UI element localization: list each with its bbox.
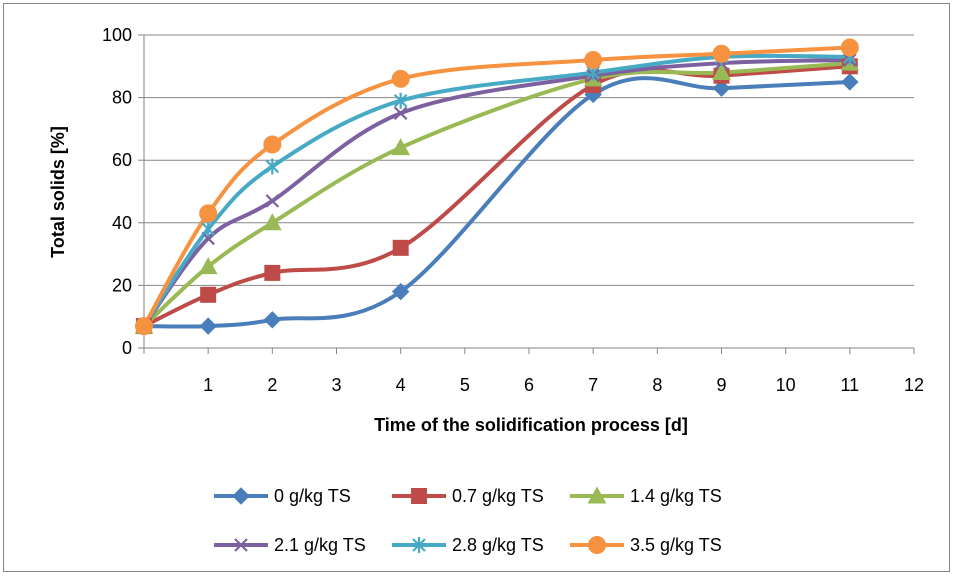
legend-item-2: 1.4 g/kg TS <box>570 486 722 506</box>
legend: 0 g/kg TS 0.7 g/kg TS 1.4 g/kg TS 2.1 g/kg … <box>214 486 722 555</box>
y-tick-label: 0 <box>122 338 132 358</box>
data-point-s5-3 <box>391 69 410 88</box>
data-point-s4-3 <box>393 92 408 109</box>
data-point-s5-5 <box>712 44 731 63</box>
legend-swatch-marker <box>412 537 426 553</box>
data-point-s2-5 <box>712 63 731 81</box>
series-markers <box>134 38 860 336</box>
x-tick-label: 5 <box>460 375 470 395</box>
y-axis-title: Total solids [%] <box>48 126 68 258</box>
data-point-s5-0 <box>135 317 153 336</box>
x-tick-label: 8 <box>652 375 662 395</box>
data-point-s5-6 <box>840 38 859 57</box>
x-tick-label: 6 <box>524 375 534 395</box>
data-point-s5-1 <box>199 204 218 223</box>
data-point-s3-3 <box>393 106 408 121</box>
x-tick-label: 3 <box>331 375 341 395</box>
data-point-s4-1 <box>201 221 215 238</box>
data-point-s2-3 <box>391 138 411 156</box>
legend-swatch-marker <box>411 488 427 504</box>
x-tick-label: 4 <box>396 375 406 395</box>
y-tick-label: 60 <box>112 150 132 170</box>
legend-item-1: 0.7 g/kg TS <box>392 486 544 506</box>
data-point-s3-2 <box>265 194 280 208</box>
series-lines <box>142 45 852 329</box>
data-point-s1-1 <box>200 286 217 303</box>
y-tick-label: 40 <box>112 213 132 233</box>
x-tick-label: 9 <box>716 375 726 395</box>
data-point-s0-3 <box>391 282 410 301</box>
series-line-0 <box>142 76 852 329</box>
y-tick-label: 20 <box>112 275 132 295</box>
y-tick-label: 80 <box>112 88 132 108</box>
legend-item-4: 2.8 g/kg TS <box>392 535 544 555</box>
legend-label: 0.7 g/kg TS <box>452 486 544 506</box>
x-tick-label: 12 <box>904 375 924 395</box>
data-point-s5-4 <box>584 51 603 70</box>
x-tick-label: 1 <box>203 375 213 395</box>
legend-swatch-marker <box>587 486 607 504</box>
legend-swatch-marker <box>232 487 250 505</box>
gridlines <box>144 34 914 286</box>
data-point-s0-2 <box>263 311 282 329</box>
legend-swatch-marker <box>234 538 248 552</box>
legend-label: 2.1 g/kg TS <box>274 535 366 555</box>
x-tick-label: 10 <box>776 375 796 395</box>
data-point-s0-6 <box>841 73 859 91</box>
legend-item-5: 3.5 g/kg TS <box>570 535 722 555</box>
legend-item-0: 0 g/kg TS <box>214 486 351 506</box>
x-tick-label: 11 <box>840 375 859 395</box>
legend-item-3: 2.1 g/kg TS <box>214 535 366 555</box>
legend-label: 2.8 g/kg TS <box>452 535 544 555</box>
data-point-s1-2 <box>264 264 281 281</box>
data-point-s5-2 <box>263 135 282 154</box>
x-tick-label: 2 <box>267 375 277 395</box>
data-point-s4-2 <box>265 158 280 175</box>
x-axis-title: Time of the solidification process [d] <box>374 415 688 435</box>
legend-label: 3.5 g/kg TS <box>630 535 722 555</box>
data-point-s2-2 <box>262 213 282 231</box>
series-line-1 <box>142 64 852 329</box>
legend-label: 0 g/kg TS <box>274 486 351 506</box>
x-tick-label: 7 <box>588 375 598 395</box>
axes <box>138 34 915 354</box>
legend-swatch-marker <box>588 536 606 554</box>
data-point-s0-5 <box>712 79 731 97</box>
data-point-s2-1 <box>198 257 218 275</box>
y-tick-label: 100 <box>102 25 132 45</box>
legend-label: 1.4 g/kg TS <box>630 486 722 506</box>
data-point-s0-1 <box>199 317 217 335</box>
data-point-s1-3 <box>392 239 409 256</box>
